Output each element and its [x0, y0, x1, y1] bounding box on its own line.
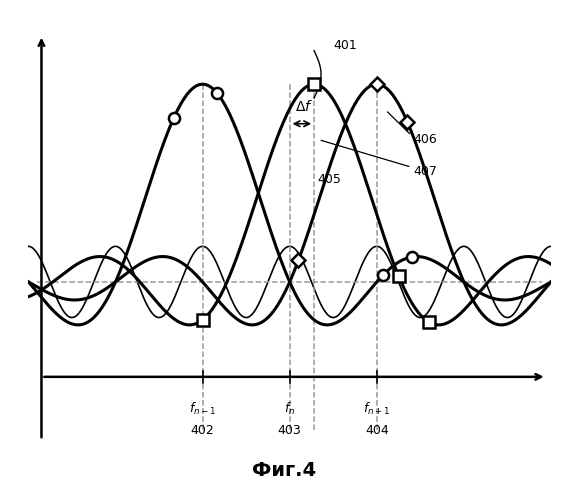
Text: 406: 406 [414, 133, 437, 146]
Text: 402: 402 [191, 424, 215, 438]
Text: $f_n$: $f_n$ [284, 400, 295, 416]
Text: $\Delta f$: $\Delta f$ [295, 99, 312, 114]
Text: 403: 403 [278, 424, 302, 438]
Text: 401: 401 [333, 38, 357, 52]
Text: 405: 405 [318, 172, 341, 186]
Text: $f_{n+1}$: $f_{n+1}$ [363, 400, 390, 416]
Text: 404: 404 [365, 424, 389, 438]
Text: 407: 407 [414, 164, 437, 177]
Text: Фиг.4: Фиг.4 [252, 461, 316, 480]
Text: $f_{n-1}$: $f_{n-1}$ [189, 400, 216, 416]
